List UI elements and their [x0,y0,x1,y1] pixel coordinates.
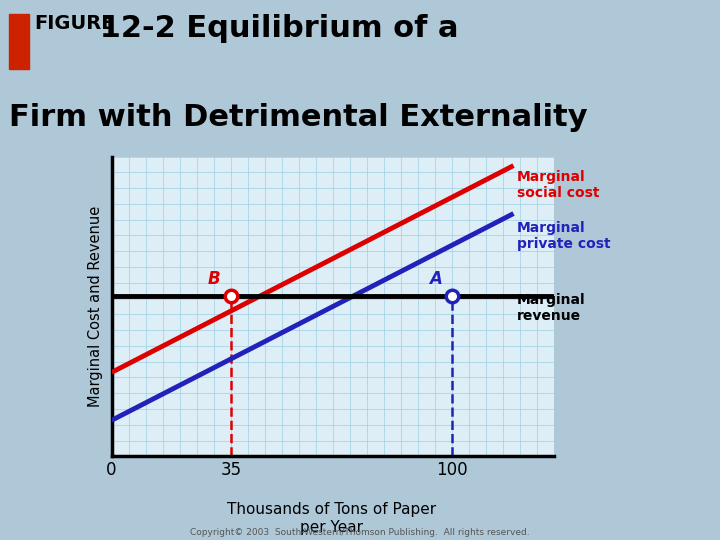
Y-axis label: Marginal Cost and Revenue: Marginal Cost and Revenue [89,206,103,407]
Text: Thousands of Tons of Paper
per Year: Thousands of Tons of Paper per Year [227,502,436,535]
Text: Marginal
revenue: Marginal revenue [517,293,585,323]
Bar [9,14,29,69]
Text: Copyright© 2003  South-Western/Thomson Publishing.  All rights reserved.: Copyright© 2003 South-Western/Thomson Pu… [190,528,530,537]
Text: 12-2 Equilibrium of a: 12-2 Equilibrium of a [89,14,458,43]
Text: Marginal
private cost: Marginal private cost [517,221,611,251]
Text: FIGURE: FIGURE [35,14,115,33]
Text: Marginal
social cost: Marginal social cost [517,170,600,200]
Text: Firm with Detrimental Externality: Firm with Detrimental Externality [9,103,588,132]
Text: B: B [208,269,220,288]
Text: A: A [429,269,442,288]
